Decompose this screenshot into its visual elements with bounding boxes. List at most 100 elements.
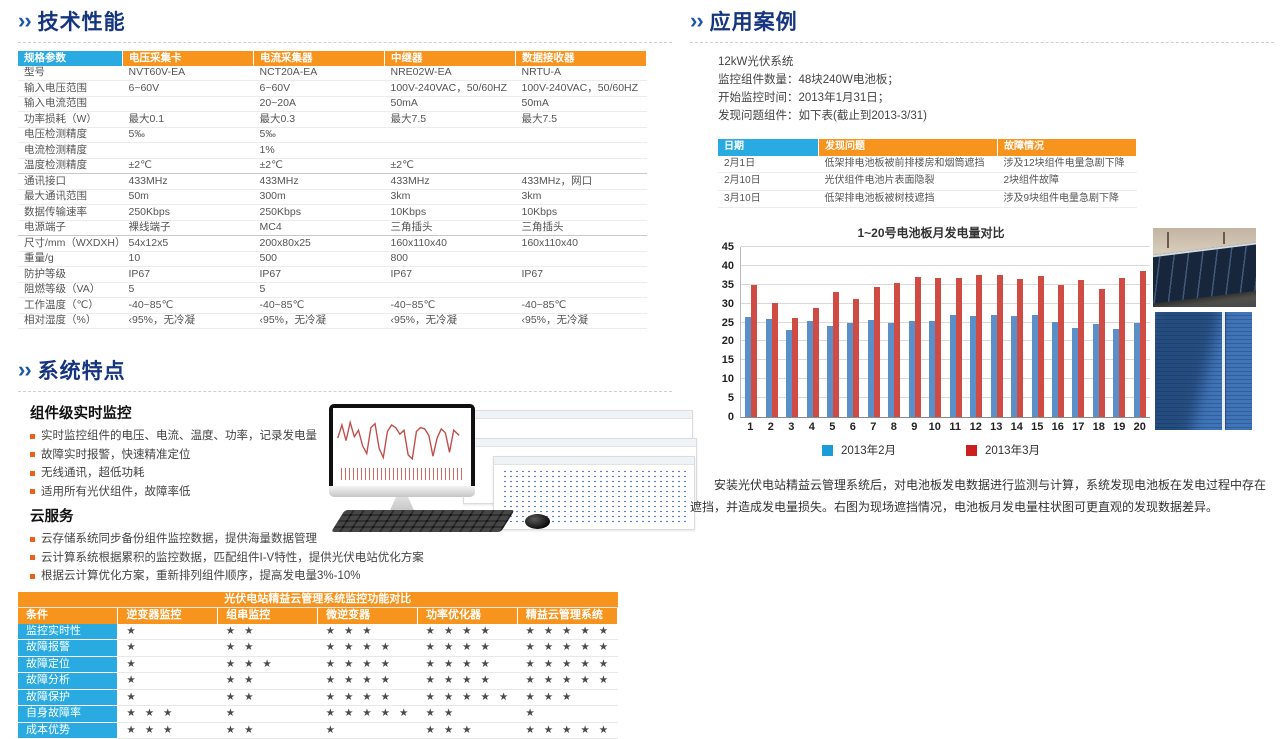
bar <box>792 318 799 417</box>
feature-bullet-item: 云存储系统同步备份组件监控数据，提供海量数据管理 <box>30 530 678 549</box>
x-axis-tick-label: 11 <box>949 421 962 433</box>
spec-cell: 50m <box>122 189 254 205</box>
feature-bullet-item: 无线通讯，超低功耗 <box>30 464 678 483</box>
spec-row: 数据传输速率 250Kbps 250Kbps 10Kbps 10Kbps <box>18 204 647 221</box>
spec-cell: 防护等级 <box>18 266 123 283</box>
feature-bullet-text: 根据云计算优化方案，重新排列组件顺序，提高发电量3%-10% <box>41 570 361 582</box>
issue-cell: 涉及12块组件电量急剧下降 <box>997 155 1137 173</box>
spec-cell: 6~60V <box>122 80 254 97</box>
spec-cell: 最大7.5 <box>515 111 647 128</box>
spec-cell: -40~85℃ <box>384 297 516 314</box>
bar <box>914 277 921 417</box>
cell-busbar-image <box>1221 312 1225 430</box>
spec-row: 防护等级 IP67 IP67 IP67 IP67 <box>18 266 647 283</box>
issue-column-header: 故障情况 <box>997 139 1137 156</box>
spec-row: 电源端子 裸线端子 MC4 三角插头 三角插头 <box>18 220 647 236</box>
spec-cell: 50mA <box>515 96 647 112</box>
bar-group <box>1089 247 1109 417</box>
spec-cell: 50mA <box>384 96 516 112</box>
feature-bullet-text: 云计算系统根据累积的监控数据，匹配组件I-V特性，提供光伏电站优化方案 <box>41 551 424 564</box>
y-axis-tick-label: 15 <box>721 354 734 367</box>
spec-cell <box>515 142 647 159</box>
spec-cell: 最大0.1 <box>122 111 254 128</box>
star-rating: ★ ★ ★ ★ <box>317 639 418 657</box>
x-axis-tick-label: 1 <box>747 421 754 433</box>
legend-item: 2013年3月 <box>966 442 1040 458</box>
star-rating: ★ ★ ★ <box>417 722 518 739</box>
comparison-title: 光伏电站精益云管理系统监控功能对比 <box>18 592 618 608</box>
spec-row: 通讯接口 433MHz 433MHz 433MHz 433MHz，网口 <box>18 173 647 190</box>
bar <box>847 322 854 417</box>
bar-group <box>925 247 945 417</box>
spec-cell: 重量/g <box>18 251 123 267</box>
bar-group <box>884 247 904 417</box>
star-rating: ★ ★ ★ ★ <box>417 639 518 657</box>
y-axis-tick-label: 45 <box>721 241 734 253</box>
y-axis-tick-label: 35 <box>721 278 734 291</box>
bullet-square-icon <box>30 470 35 476</box>
spec-cell: NRTU-A <box>515 65 647 81</box>
spec-cell: NVT60V-EA <box>122 65 254 81</box>
double-chevron-icon: ›› <box>18 8 32 33</box>
spec-cell: -40~85℃ <box>253 297 385 314</box>
left-column: ›› 技术性能 规格参数 电压采集卡 电流采集器 中继器 数据接收器 型号 NVT60V-E… <box>18 6 697 739</box>
comparison-row-label: 故障报警 <box>18 639 119 657</box>
chart-gridline <box>741 340 1150 342</box>
x-axis-tick-label: 9 <box>911 421 918 433</box>
bar <box>1092 324 1099 417</box>
bar <box>1098 288 1105 417</box>
spec-cell: 250Kbps <box>253 204 385 221</box>
spec-cell: 最大通讯范围 <box>18 189 123 205</box>
bar-group <box>905 247 925 417</box>
bar <box>955 278 962 417</box>
spec-row: 功率损耗（W） 最大0.1 最大0.3 最大7.5 最大7.5 <box>18 111 647 128</box>
chart-plot-area <box>740 246 1150 418</box>
star-rating: ★ ★ ★ ★ ★ <box>517 722 618 739</box>
spec-cell: NRE02W-EA <box>384 65 516 81</box>
spec-cell: -40~85℃ <box>122 297 254 314</box>
spec-row: 工作温度（℃） -40~85℃ -40~85℃ -40~85℃ -40~85℃ <box>18 297 647 314</box>
spec-cell: 数据传输速率 <box>18 204 123 221</box>
spec-cell: -40~85℃ <box>515 297 647 314</box>
spec-cell: IP67 <box>253 266 385 283</box>
spec-cell: 6~60V <box>253 80 385 97</box>
issue-cell: 2块组件故障 <box>997 172 1137 191</box>
star-rating: ★ ★ ★ ★ <box>417 623 518 640</box>
tech-section-title-text: 技术性能 <box>37 11 126 34</box>
spec-cell: 10 <box>122 251 254 267</box>
cracked-cell-photo <box>1155 312 1252 430</box>
spec-column-header: 电压采集卡 <box>122 51 254 66</box>
section-divider <box>18 391 672 392</box>
comparison-row-label: 成本优势 <box>18 722 119 739</box>
case-info-line: 监控组件数量：48块240W电池板； <box>718 74 899 86</box>
case-info-line: 发现问题组件：如下表(截止到2013-3/31) <box>718 110 927 122</box>
spec-cell: MC4 <box>253 220 385 236</box>
feature-bullet-item: 根据云计算优化方案，重新排列组件顺序，提高发电量3%-10% <box>30 567 678 586</box>
spec-row: 重量/g 10 500 800 <box>18 251 647 267</box>
bar-group <box>782 247 802 417</box>
spec-column-header: 规格参数 <box>18 51 123 66</box>
comparison-row-label: 故障分析 <box>18 672 119 690</box>
legend-label: 2013年3月 <box>985 445 1040 457</box>
spec-column-header: 中继器 <box>384 51 516 66</box>
chart-gridline <box>741 378 1150 380</box>
spec-row: 最大通讯范围 50m 300m 3km 3km <box>18 189 647 205</box>
comparison-row: 故障定位 ★ ★ ★ ★ ★ ★ ★ ★ ★ ★ ★ ★ ★ ★ ★ ★ ★ <box>18 656 618 673</box>
feature-bullet-text: 云存储系统同步备份组件监控数据，提供海量数据管理 <box>41 533 317 545</box>
bar <box>1037 276 1044 417</box>
chart-gridline <box>741 302 1150 304</box>
bar <box>1133 322 1140 417</box>
spec-cell: 5 <box>122 282 254 298</box>
spec-row: 相对湿度（%） ‹95%，无冷凝 ‹95%，无冷凝 ‹95%，无冷凝 ‹95%，无冷凝 <box>18 313 647 329</box>
spec-cell: 3km <box>384 189 516 205</box>
case-paragraph: 安装光伏电站精益云管理系统后，对电池板发电数据进行监测与计算，系统发现电池板在发… <box>690 478 1267 514</box>
x-axis-tick-label: 6 <box>849 421 856 433</box>
bar <box>806 320 813 417</box>
spec-row: 电压检测精度 5‰ 5‰ <box>18 127 647 143</box>
double-chevron-icon: ›› <box>690 8 704 33</box>
spec-row: 电流检测精度 1% <box>18 142 647 159</box>
comparison-table: 光伏电站精益云管理系统监控功能对比 条件 逆变器监控 组串监控 微逆变器 功率优化器 精益云… <box>18 592 619 739</box>
y-axis-tick-label: 30 <box>721 297 734 310</box>
spec-cell: 裸线端子 <box>122 220 254 236</box>
chart-gridline <box>741 246 1150 247</box>
